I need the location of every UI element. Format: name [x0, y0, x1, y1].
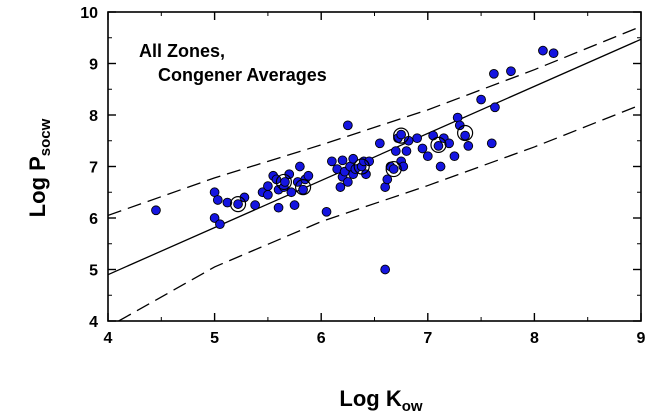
data-point — [380, 264, 391, 275]
annotation-line-1: All Zones, — [139, 41, 225, 61]
data-point — [390, 146, 401, 156]
y-tick-label: 4 — [89, 314, 98, 331]
upper-bound-line — [108, 25, 641, 217]
circled-point — [430, 136, 447, 153]
data-point — [280, 177, 290, 187]
data-point — [412, 133, 422, 144]
circled-point — [275, 173, 292, 191]
data-point — [476, 94, 486, 105]
data-point — [286, 187, 297, 198]
data-point — [548, 48, 559, 59]
data-point — [303, 170, 314, 181]
data-point — [460, 130, 470, 141]
data-point — [343, 177, 353, 187]
data-point — [435, 161, 446, 172]
data-point — [335, 182, 346, 192]
y-axis-title: Log Psocw — [25, 118, 54, 217]
data-point — [337, 155, 348, 166]
data-point — [209, 213, 220, 223]
data-point — [417, 143, 428, 154]
fit-line — [108, 38, 641, 276]
data-point — [298, 184, 308, 195]
data-point — [506, 66, 516, 77]
data-point — [289, 200, 300, 210]
circled-point — [294, 179, 312, 196]
annotation-line-2: Congener Averages — [158, 65, 327, 85]
data-point — [222, 197, 233, 208]
x-axis-title-main: Log K — [339, 386, 401, 411]
data-point — [212, 195, 223, 205]
x-axis-title: Log Kow — [339, 386, 422, 415]
y-axis-title-main: Log P — [25, 156, 50, 217]
data-point — [263, 189, 273, 200]
data-point — [538, 45, 548, 56]
data-point — [250, 200, 260, 210]
axes-layer: 4 5 6 7 8 9 4 5 6 7 8 9 10 — [80, 5, 645, 347]
data-point — [295, 161, 305, 172]
data-point — [401, 146, 412, 156]
y-tick-label: 10 — [80, 5, 98, 22]
curve-layer — [108, 25, 641, 321]
data-point — [486, 138, 497, 149]
data-point — [151, 205, 161, 216]
data-point — [433, 141, 444, 151]
data-point — [233, 199, 243, 209]
x-tick-label: 7 — [423, 330, 432, 347]
x-tick-label: 9 — [637, 330, 646, 347]
x-tick-label: 6 — [317, 330, 326, 347]
data-point — [388, 164, 399, 174]
points-layer — [151, 45, 559, 275]
data-point — [348, 153, 359, 164]
circled-point — [229, 195, 247, 213]
y-axis-title-sub: socw — [37, 118, 54, 156]
y-tick-label: 5 — [89, 263, 98, 280]
y-tick-label: 8 — [89, 108, 98, 125]
circled-point — [393, 127, 410, 144]
y-tick-label: 9 — [89, 57, 98, 74]
x-axis-title-sub: ow — [402, 398, 423, 415]
data-point — [215, 219, 225, 230]
data-point — [444, 138, 454, 149]
data-point — [428, 130, 438, 141]
data-point — [273, 202, 284, 213]
data-point — [374, 138, 385, 149]
x-tick-label: 5 — [210, 330, 219, 347]
lower-bound-line — [118, 104, 641, 321]
data-point — [490, 102, 500, 113]
circled-points-layer — [229, 124, 474, 213]
y-tick-label: 6 — [89, 211, 98, 228]
data-point — [463, 141, 474, 151]
data-point — [321, 206, 332, 217]
x-tick-label: 4 — [104, 330, 113, 347]
circled-point — [385, 160, 402, 178]
data-point — [263, 181, 273, 191]
x-tick-label: 8 — [530, 330, 539, 347]
data-point — [489, 68, 499, 79]
data-point — [343, 120, 353, 131]
data-point — [396, 129, 407, 140]
data-point — [449, 151, 460, 162]
data-point — [382, 174, 393, 185]
circled-point — [457, 124, 474, 142]
y-tick-label: 7 — [89, 160, 98, 177]
data-point — [327, 156, 337, 167]
data-point — [422, 151, 433, 162]
circled-point — [353, 158, 370, 175]
